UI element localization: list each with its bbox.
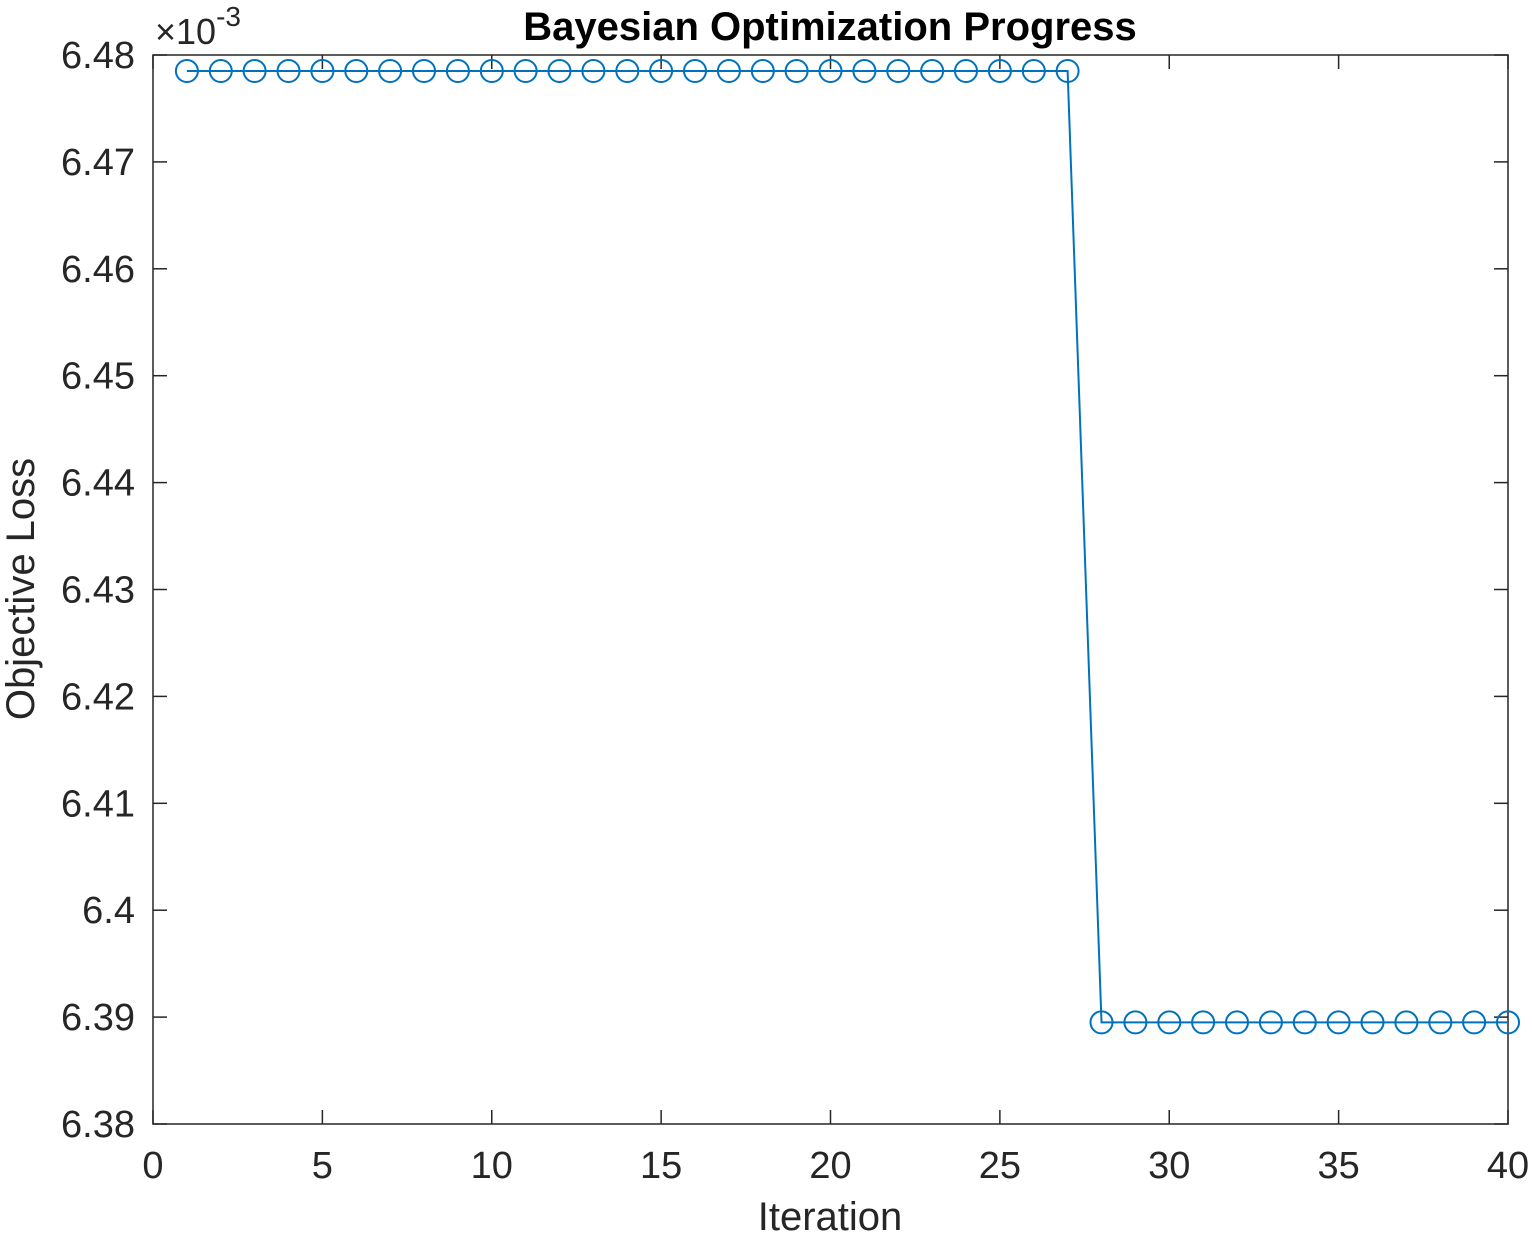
x-tick-label: 25 xyxy=(979,1145,1021,1187)
data-point xyxy=(1225,1010,1249,1035)
data-point xyxy=(310,59,335,83)
data-point xyxy=(716,59,741,83)
y-tick-label: 6.39 xyxy=(61,997,135,1039)
data-point xyxy=(852,59,877,83)
data-point xyxy=(174,59,199,83)
axis-tick-labels: 0 5 10 15 20 25 30 35 40 6.38 6.39 6.4 6.41 6.42 6.43 6… xyxy=(61,35,1529,1187)
y-tick-label: 6.4 xyxy=(82,890,135,932)
data-point xyxy=(1021,59,1046,83)
data-point xyxy=(750,59,775,83)
series-line-group xyxy=(174,59,1520,1035)
data-point xyxy=(547,59,572,83)
x-tick-label: 30 xyxy=(1148,1145,1190,1187)
data-point xyxy=(1360,1010,1385,1035)
x-tick-label: 5 xyxy=(312,1145,333,1187)
x-tick-label: 35 xyxy=(1317,1145,1359,1187)
data-point xyxy=(615,59,640,83)
data-point xyxy=(445,59,470,83)
data-point xyxy=(683,59,707,83)
x-tick-label: 10 xyxy=(471,1145,513,1187)
y-tick-label: 6.43 xyxy=(61,570,135,612)
data-point xyxy=(378,59,403,83)
x-tick-label: 20 xyxy=(809,1145,851,1187)
data-point xyxy=(1394,1010,1419,1035)
x-axis-label: Iteration xyxy=(758,1195,903,1234)
y-tick-label: 6.38 xyxy=(61,1104,135,1146)
axis-ticks xyxy=(152,54,1509,1125)
x-tick-label: 15 xyxy=(640,1145,682,1187)
y-tick-label: 6.48 xyxy=(61,35,135,77)
data-point xyxy=(1055,59,1080,83)
data-point xyxy=(1292,1010,1317,1035)
data-point xyxy=(1326,1010,1351,1035)
data-point xyxy=(987,59,1012,83)
y-tick-label: 6.46 xyxy=(61,249,135,291)
y-tick-label: 6.47 xyxy=(61,142,135,184)
data-point xyxy=(1123,1010,1148,1035)
y-tick-label: 6.44 xyxy=(61,463,135,505)
y-exponent: ×10-3 xyxy=(155,1,241,52)
data-point xyxy=(479,59,504,83)
y-tick-label: 6.41 xyxy=(61,783,135,825)
data-point xyxy=(818,59,843,83)
data-point xyxy=(1428,1010,1453,1035)
data-point xyxy=(242,59,267,83)
data-point xyxy=(344,59,369,83)
data-point xyxy=(1258,1010,1283,1035)
chart-title: Bayesian Optimization Progress xyxy=(523,5,1137,49)
data-point xyxy=(886,59,911,83)
y-exponent-power: -3 xyxy=(216,1,241,32)
data-point xyxy=(954,59,978,83)
data-point xyxy=(208,59,233,83)
plot-area xyxy=(152,54,1509,1125)
data-point xyxy=(649,59,674,83)
data-point xyxy=(412,59,436,83)
data-point xyxy=(513,59,538,83)
data-point xyxy=(276,59,301,83)
y-axis-label: Objective Loss xyxy=(0,458,43,720)
x-tick-label: 40 xyxy=(1487,1145,1529,1187)
y-tick-label: 6.42 xyxy=(61,676,135,718)
data-point xyxy=(784,59,809,83)
data-point xyxy=(581,59,606,83)
data-point xyxy=(920,59,945,83)
y-tick-label: 6.45 xyxy=(61,356,135,398)
data-point xyxy=(1191,1010,1216,1035)
data-point xyxy=(1496,1010,1520,1035)
data-point xyxy=(1462,1010,1487,1035)
data-point xyxy=(1089,1010,1114,1035)
y-exponent-base: ×10 xyxy=(155,11,216,52)
data-point xyxy=(1157,1010,1182,1035)
x-tick-label: 0 xyxy=(142,1145,163,1187)
series-line xyxy=(186,70,1508,1024)
